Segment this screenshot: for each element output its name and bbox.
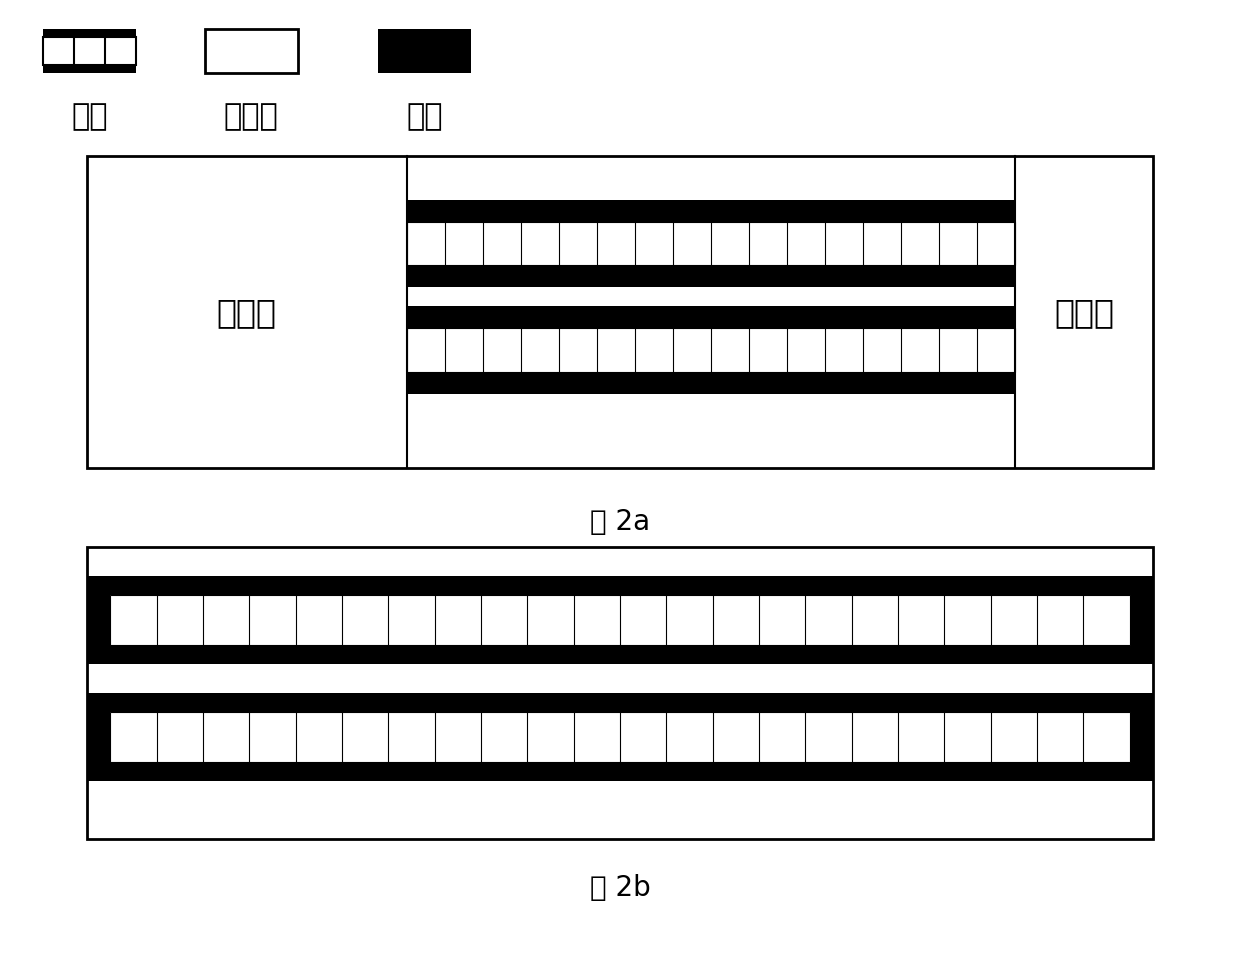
Bar — [43, 37, 136, 65]
Bar — [87, 576, 1153, 594]
Bar — [87, 594, 110, 644]
Text: 出口段: 出口段 — [1054, 296, 1114, 329]
Bar — [407, 200, 1014, 222]
Bar — [407, 306, 1014, 328]
Bar — [87, 156, 1153, 468]
Bar — [110, 712, 1130, 761]
Bar — [43, 29, 136, 37]
Bar — [205, 29, 298, 73]
Bar — [87, 644, 1153, 664]
Bar — [407, 265, 1014, 287]
Bar — [407, 372, 1014, 393]
Bar — [87, 547, 1153, 839]
Bar — [43, 65, 136, 73]
Bar — [87, 761, 1153, 781]
Bar — [407, 222, 1014, 265]
Text: 包壳: 包壳 — [407, 102, 443, 132]
Bar — [87, 712, 110, 761]
Text: 图 2a: 图 2a — [590, 508, 650, 536]
Text: 图 2b: 图 2b — [590, 874, 650, 902]
Text: 冷却剂: 冷却剂 — [223, 102, 279, 132]
Bar — [87, 693, 1153, 712]
Bar — [378, 29, 471, 73]
Bar — [110, 594, 1130, 644]
Bar — [1130, 594, 1153, 644]
Bar — [407, 328, 1014, 372]
Text: 入口段: 入口段 — [217, 296, 277, 329]
Bar — [1130, 712, 1153, 761]
Text: 芯块: 芯块 — [72, 102, 108, 132]
